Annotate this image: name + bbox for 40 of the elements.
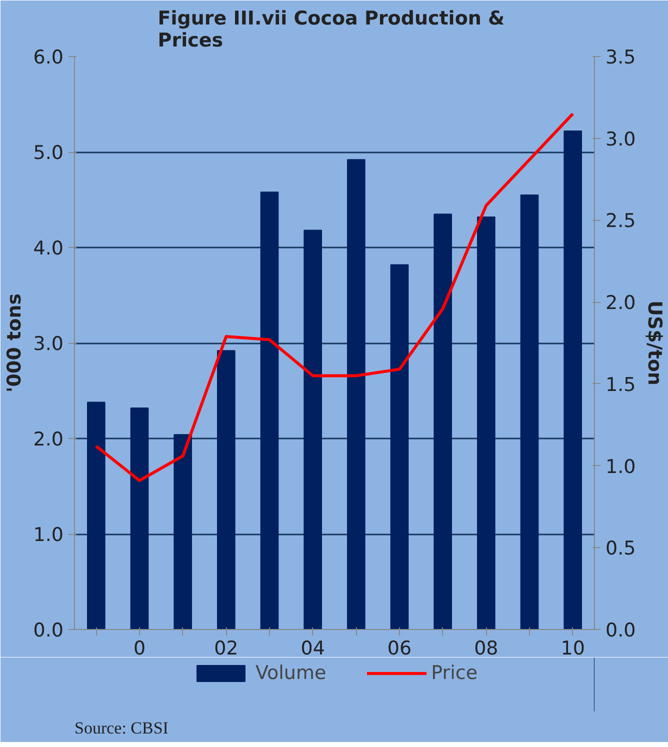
bar bbox=[390, 264, 409, 630]
x-tick-label: 10 bbox=[560, 638, 585, 660]
x-tick-label: 08 bbox=[474, 638, 498, 660]
y-tick-label: 5.0 bbox=[33, 142, 64, 164]
bar bbox=[87, 402, 106, 630]
y-tick-label: 2.0 bbox=[33, 428, 64, 450]
y2-tick-label: 3.0 bbox=[606, 128, 636, 150]
bar bbox=[130, 407, 149, 630]
y2-tick-label: 1.5 bbox=[606, 374, 636, 396]
y-axis-title: '000 tons bbox=[3, 293, 26, 393]
legend-label: Price bbox=[431, 662, 478, 684]
bar bbox=[260, 192, 279, 630]
source-note: Source: CBSI bbox=[74, 718, 169, 738]
x-tick-label: 02 bbox=[214, 638, 238, 660]
x-tick-label: 0 bbox=[133, 638, 146, 660]
y2-tick-label: 0.0 bbox=[606, 620, 636, 642]
bar bbox=[520, 194, 539, 630]
bar bbox=[304, 230, 322, 630]
y2-tick-label: 2.5 bbox=[606, 210, 636, 232]
y2-tick-label: 1.0 bbox=[606, 456, 636, 478]
y-tick-label: 3.0 bbox=[33, 333, 64, 355]
line-series bbox=[94, 112, 574, 482]
bar bbox=[477, 216, 496, 630]
chart-title: Figure III.vii Cocoa Production & Prices bbox=[158, 8, 505, 52]
bar bbox=[434, 214, 452, 630]
y2-axis-title: US$/ton bbox=[644, 300, 666, 386]
y-tick-label: 4.0 bbox=[33, 238, 64, 260]
x-tick-label: 04 bbox=[300, 638, 325, 660]
y2-tick-label: 2.0 bbox=[606, 292, 636, 314]
bar bbox=[217, 350, 236, 630]
bar bbox=[347, 159, 366, 630]
y2-tick-label: 0.5 bbox=[606, 538, 636, 560]
bar bbox=[174, 434, 192, 630]
bar bbox=[564, 130, 582, 630]
x-tick-label: 06 bbox=[387, 638, 412, 660]
y-tick-label: 0.0 bbox=[33, 620, 64, 642]
legend-label: Volume bbox=[255, 662, 326, 684]
y-tick-label: 6.0 bbox=[33, 46, 64, 68]
y-tick-label: 1.0 bbox=[33, 524, 64, 546]
y2-tick-label: 3.5 bbox=[606, 46, 636, 68]
